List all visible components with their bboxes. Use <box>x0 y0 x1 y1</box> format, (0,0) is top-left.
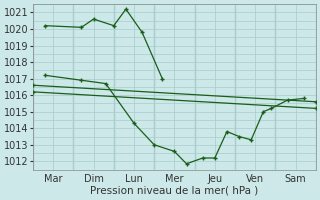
X-axis label: Pression niveau de la mer( hPa ): Pression niveau de la mer( hPa ) <box>90 186 259 196</box>
